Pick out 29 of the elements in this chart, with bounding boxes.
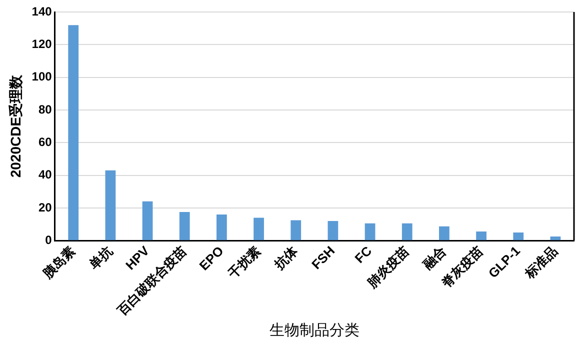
bar (550, 236, 561, 240)
y-tick-label: 140 (32, 4, 52, 18)
bar (439, 226, 450, 240)
y-axis-title: 2020CDE受理数 (7, 74, 24, 178)
bar (476, 231, 486, 240)
y-tick-label: 120 (32, 36, 52, 51)
y-tick-label: 40 (38, 168, 52, 182)
bar (364, 223, 376, 240)
x-tick-label: FC (352, 242, 376, 266)
y-tick-label: 20 (38, 200, 52, 214)
bar (402, 223, 412, 240)
bar (105, 170, 116, 240)
y-tick-label: 80 (38, 102, 52, 116)
bar (328, 221, 338, 240)
x-tick-label: 抗体 (270, 242, 302, 273)
y-tick-label: 60 (38, 134, 52, 149)
bar (513, 232, 524, 240)
bar (290, 220, 302, 240)
bar (142, 201, 153, 240)
x-tick-label: 标准品 (521, 243, 560, 282)
bar (216, 214, 227, 240)
bar (68, 25, 79, 240)
bar (179, 212, 190, 240)
bar (254, 218, 264, 240)
x-tick-label: 单抗 (85, 243, 116, 273)
x-tick-label: 干扰素 (224, 243, 264, 282)
y-tick-label: 100 (32, 70, 52, 84)
x-tick-label: 融合 (420, 243, 449, 272)
x-axis-title: 生物制品分类 (269, 322, 360, 340)
